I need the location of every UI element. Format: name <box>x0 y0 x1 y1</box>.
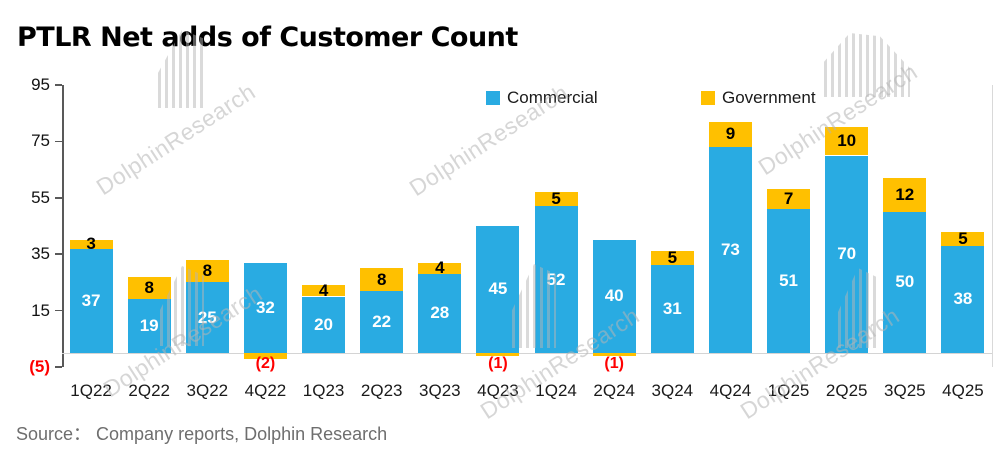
label-government-4q23: (1) <box>488 354 508 372</box>
source-note: Source： Company reports, Dolphin Researc… <box>16 424 388 444</box>
bar-government-1q23: 4 <box>302 281 346 300</box>
bar-commercial-4q24: 73 <box>708 147 752 353</box>
x-axis-label-1q25: 1Q25 <box>767 381 810 400</box>
bar-government-1q25: 7 <box>767 189 811 210</box>
bar-commercial-2q24: 40 <box>592 240 636 353</box>
label-government-2q24: (1) <box>604 354 624 372</box>
y-axis-tick <box>55 84 62 86</box>
bar-commercial-1q22: 37 <box>69 248 113 353</box>
x-axis-label-4q23: 4Q23 <box>477 381 519 400</box>
bar-commercial-1q25: 51 <box>767 209 811 353</box>
bar-commercial-4q23: 45 <box>476 226 520 353</box>
plot-area: 95 75 55 35 15 (5) 37 3 1Q22 19 8 2Q22 25 8 3Q22 32 (2) 4… <box>29 75 993 400</box>
bar-commercial-4q25: 38 <box>941 245 985 353</box>
legend-item-government: Government <box>701 88 816 108</box>
x-axis-label-2q23: 2Q23 <box>360 381 403 400</box>
x-axis-label-3q25: 3Q25 <box>884 381 926 400</box>
bar-commercial-3q25: 50 <box>883 211 927 353</box>
x-axis-label-3q23: 3Q23 <box>419 381 461 400</box>
bar-commercial-1q24: 52 <box>534 206 578 353</box>
bar-commercial-3q24: 31 <box>650 265 694 353</box>
bar-government-2q23: 8 <box>360 268 404 291</box>
x-axis-label-4q22: 4Q22 <box>244 381 287 400</box>
y-axis-tick <box>55 309 62 312</box>
bar-government-4q25: 5 <box>941 229 985 248</box>
x-axis-label-3q22: 3Q22 <box>186 381 229 400</box>
y-axis-label: 35 <box>31 244 50 264</box>
x-axis-label-2q24: 2Q24 <box>593 381 635 400</box>
bar-government-1q24: 5 <box>534 189 578 208</box>
bar-government-1q22: 3 <box>69 234 113 253</box>
bar-commercial-2q22: 19 <box>127 299 171 353</box>
x-axis-label-2q22: 2Q22 <box>128 381 170 400</box>
y-axis-label: 55 <box>31 187 50 207</box>
y-axis-label: 75 <box>31 131 50 151</box>
bar-commercial-3q23: 28 <box>418 273 462 353</box>
x-axis-baseline <box>62 352 992 355</box>
bar-government-4q23 <box>476 352 520 356</box>
y-axis-tick <box>55 197 62 199</box>
bar-government-2q22: 8 <box>127 276 171 300</box>
x-axis-label-2q25: 2Q25 <box>825 381 868 400</box>
label-government-4q22: (2) <box>255 354 276 372</box>
y-axis-line <box>62 85 64 367</box>
x-axis-label-1q24: 1Q24 <box>535 381 577 400</box>
x-axis-label-1q23: 1Q23 <box>302 381 345 400</box>
chart-title: PTLR Net adds of Customer Count <box>17 22 518 53</box>
bar-government-3q22: 8 <box>185 259 229 283</box>
legend-item-commercial: Commercial <box>486 88 598 108</box>
bar-commercial-2q25: 70 <box>825 155 869 353</box>
bar-government-2q25: 10 <box>825 127 869 156</box>
x-axis-label-1q22: 1Q22 <box>70 381 112 400</box>
bar-commercial-3q22: 25 <box>185 282 229 353</box>
x-axis-label-4q24: 4Q24 <box>709 381 752 400</box>
bar-commercial-1q23: 20 <box>302 296 346 353</box>
bar-government-3q23: 4 <box>418 258 462 277</box>
commercial-legend-swatch-icon <box>486 91 500 105</box>
y-axis-label: 95 <box>31 75 50 94</box>
government-legend-label: Government <box>722 88 816 107</box>
x-axis-label-4q25: 4Q25 <box>942 381 984 400</box>
bar-government-3q24: 5 <box>650 248 694 267</box>
y-axis-tick <box>55 140 62 143</box>
y-axis-label: (5) <box>29 357 50 376</box>
x-axis-label-3q24: 3Q24 <box>651 381 694 400</box>
y-axis-tick <box>55 253 62 255</box>
bar-commercial-4q22: 32 <box>243 262 287 353</box>
bar-government-4q22 <box>243 352 287 359</box>
bar-government-2q24 <box>592 352 636 356</box>
y-axis-label: 15 <box>31 300 50 320</box>
bar-commercial-2q23: 22 <box>360 290 404 353</box>
bar-government-4q24: 9 <box>708 121 752 148</box>
bar-government-3q25: 12 <box>883 178 927 212</box>
commercial-legend-label: Commercial <box>507 88 598 107</box>
government-legend-swatch-icon <box>701 91 715 105</box>
y-axis-tick <box>55 366 62 368</box>
